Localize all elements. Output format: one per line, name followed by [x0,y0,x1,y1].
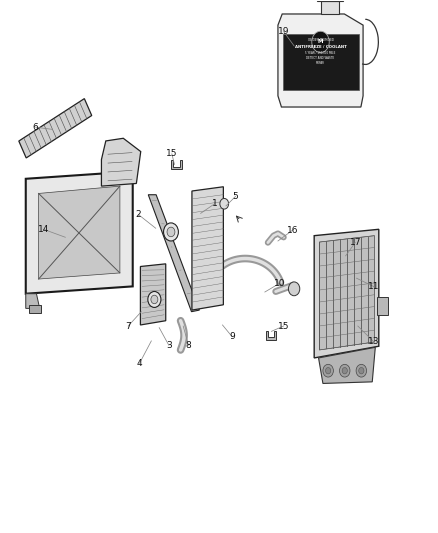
FancyBboxPatch shape [29,305,41,313]
Text: 6: 6 [33,123,39,132]
Text: 7: 7 [125,321,131,330]
Text: 1: 1 [212,199,218,208]
Polygon shape [26,294,40,309]
Text: OE/OEM PREMIXED: OE/OEM PREMIXED [307,38,333,42]
Text: M: M [318,39,323,44]
Text: 13: 13 [368,337,380,346]
Text: 17: 17 [350,238,361,247]
Circle shape [359,368,364,374]
Polygon shape [102,138,141,186]
Text: 15: 15 [278,321,290,330]
Circle shape [163,223,178,241]
Polygon shape [317,0,343,1]
Text: 19: 19 [278,27,290,36]
Polygon shape [148,195,199,312]
Polygon shape [266,332,276,340]
Circle shape [220,198,229,209]
Polygon shape [319,236,374,350]
Polygon shape [321,1,339,14]
Text: 15: 15 [166,149,177,158]
Text: MOPAR: MOPAR [316,61,325,66]
Polygon shape [171,160,182,169]
Circle shape [148,292,161,308]
Polygon shape [39,186,120,279]
Circle shape [312,31,329,53]
Circle shape [288,282,300,296]
Text: DETECT AND WASTE: DETECT AND WASTE [307,56,335,60]
FancyBboxPatch shape [377,296,388,315]
Text: 8: 8 [186,341,191,350]
FancyBboxPatch shape [283,35,359,90]
Circle shape [339,365,350,377]
Circle shape [356,365,367,377]
Text: 5 YEAR / 150,000 MILE: 5 YEAR / 150,000 MILE [305,51,336,55]
Text: 9: 9 [229,332,235,341]
Text: 5: 5 [233,192,238,201]
Text: ANTIFREEZE / COOLANT: ANTIFREEZE / COOLANT [295,45,346,49]
Text: 2: 2 [135,210,141,219]
Text: 14: 14 [38,225,49,234]
Circle shape [323,365,333,377]
Text: 4: 4 [137,359,142,368]
Polygon shape [19,99,92,158]
Polygon shape [318,348,375,383]
Polygon shape [314,229,379,358]
Text: 11: 11 [368,282,380,291]
Polygon shape [141,264,166,325]
Polygon shape [26,172,133,294]
Text: 16: 16 [286,226,298,235]
Circle shape [167,227,175,237]
Circle shape [342,368,347,374]
Text: 3: 3 [166,341,172,350]
Circle shape [325,368,331,374]
Text: 10: 10 [273,279,285,288]
Circle shape [151,295,158,304]
Polygon shape [278,14,363,107]
Polygon shape [192,187,223,310]
